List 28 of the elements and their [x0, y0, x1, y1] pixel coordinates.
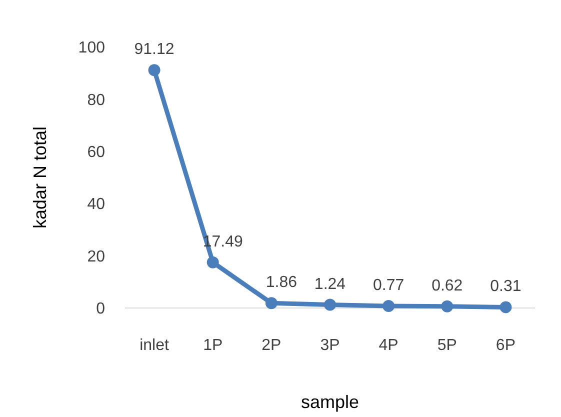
point [265, 297, 278, 310]
x-tick-label: inlet [140, 337, 170, 354]
point [500, 301, 512, 314]
y-tick-label: 20 [87, 248, 106, 266]
x-tick-label: 4P [378, 337, 398, 354]
point [206, 256, 219, 268]
x-tick-label: 5P [437, 337, 457, 354]
point [441, 300, 454, 312]
y-axis-title: kadar N total [30, 126, 50, 229]
data-label: 0.31 [490, 278, 522, 296]
x-axis-title: sample [300, 392, 360, 412]
point [324, 298, 336, 311]
y-tick-label: 0 [96, 300, 106, 318]
y-tick-label: 80 [87, 92, 106, 109]
data-label: 1.24 [314, 276, 346, 293]
x-tick-label: 2P [262, 337, 282, 354]
point [148, 64, 160, 76]
data-label: 1.86 [266, 274, 298, 292]
x-tick-label: 6P [496, 337, 516, 354]
data-label: 0.77 [373, 276, 404, 294]
data-label: 91.12 [134, 41, 174, 58]
data-label: 0.62 [432, 277, 463, 294]
x-tick-label: 1P [203, 337, 223, 354]
x-tick-label: 3P [320, 337, 340, 354]
y-tick-label: 100 [78, 40, 106, 57]
point [382, 300, 395, 312]
y-tick-label: 40 [87, 196, 106, 214]
y-tick-label: 60 [87, 144, 106, 161]
